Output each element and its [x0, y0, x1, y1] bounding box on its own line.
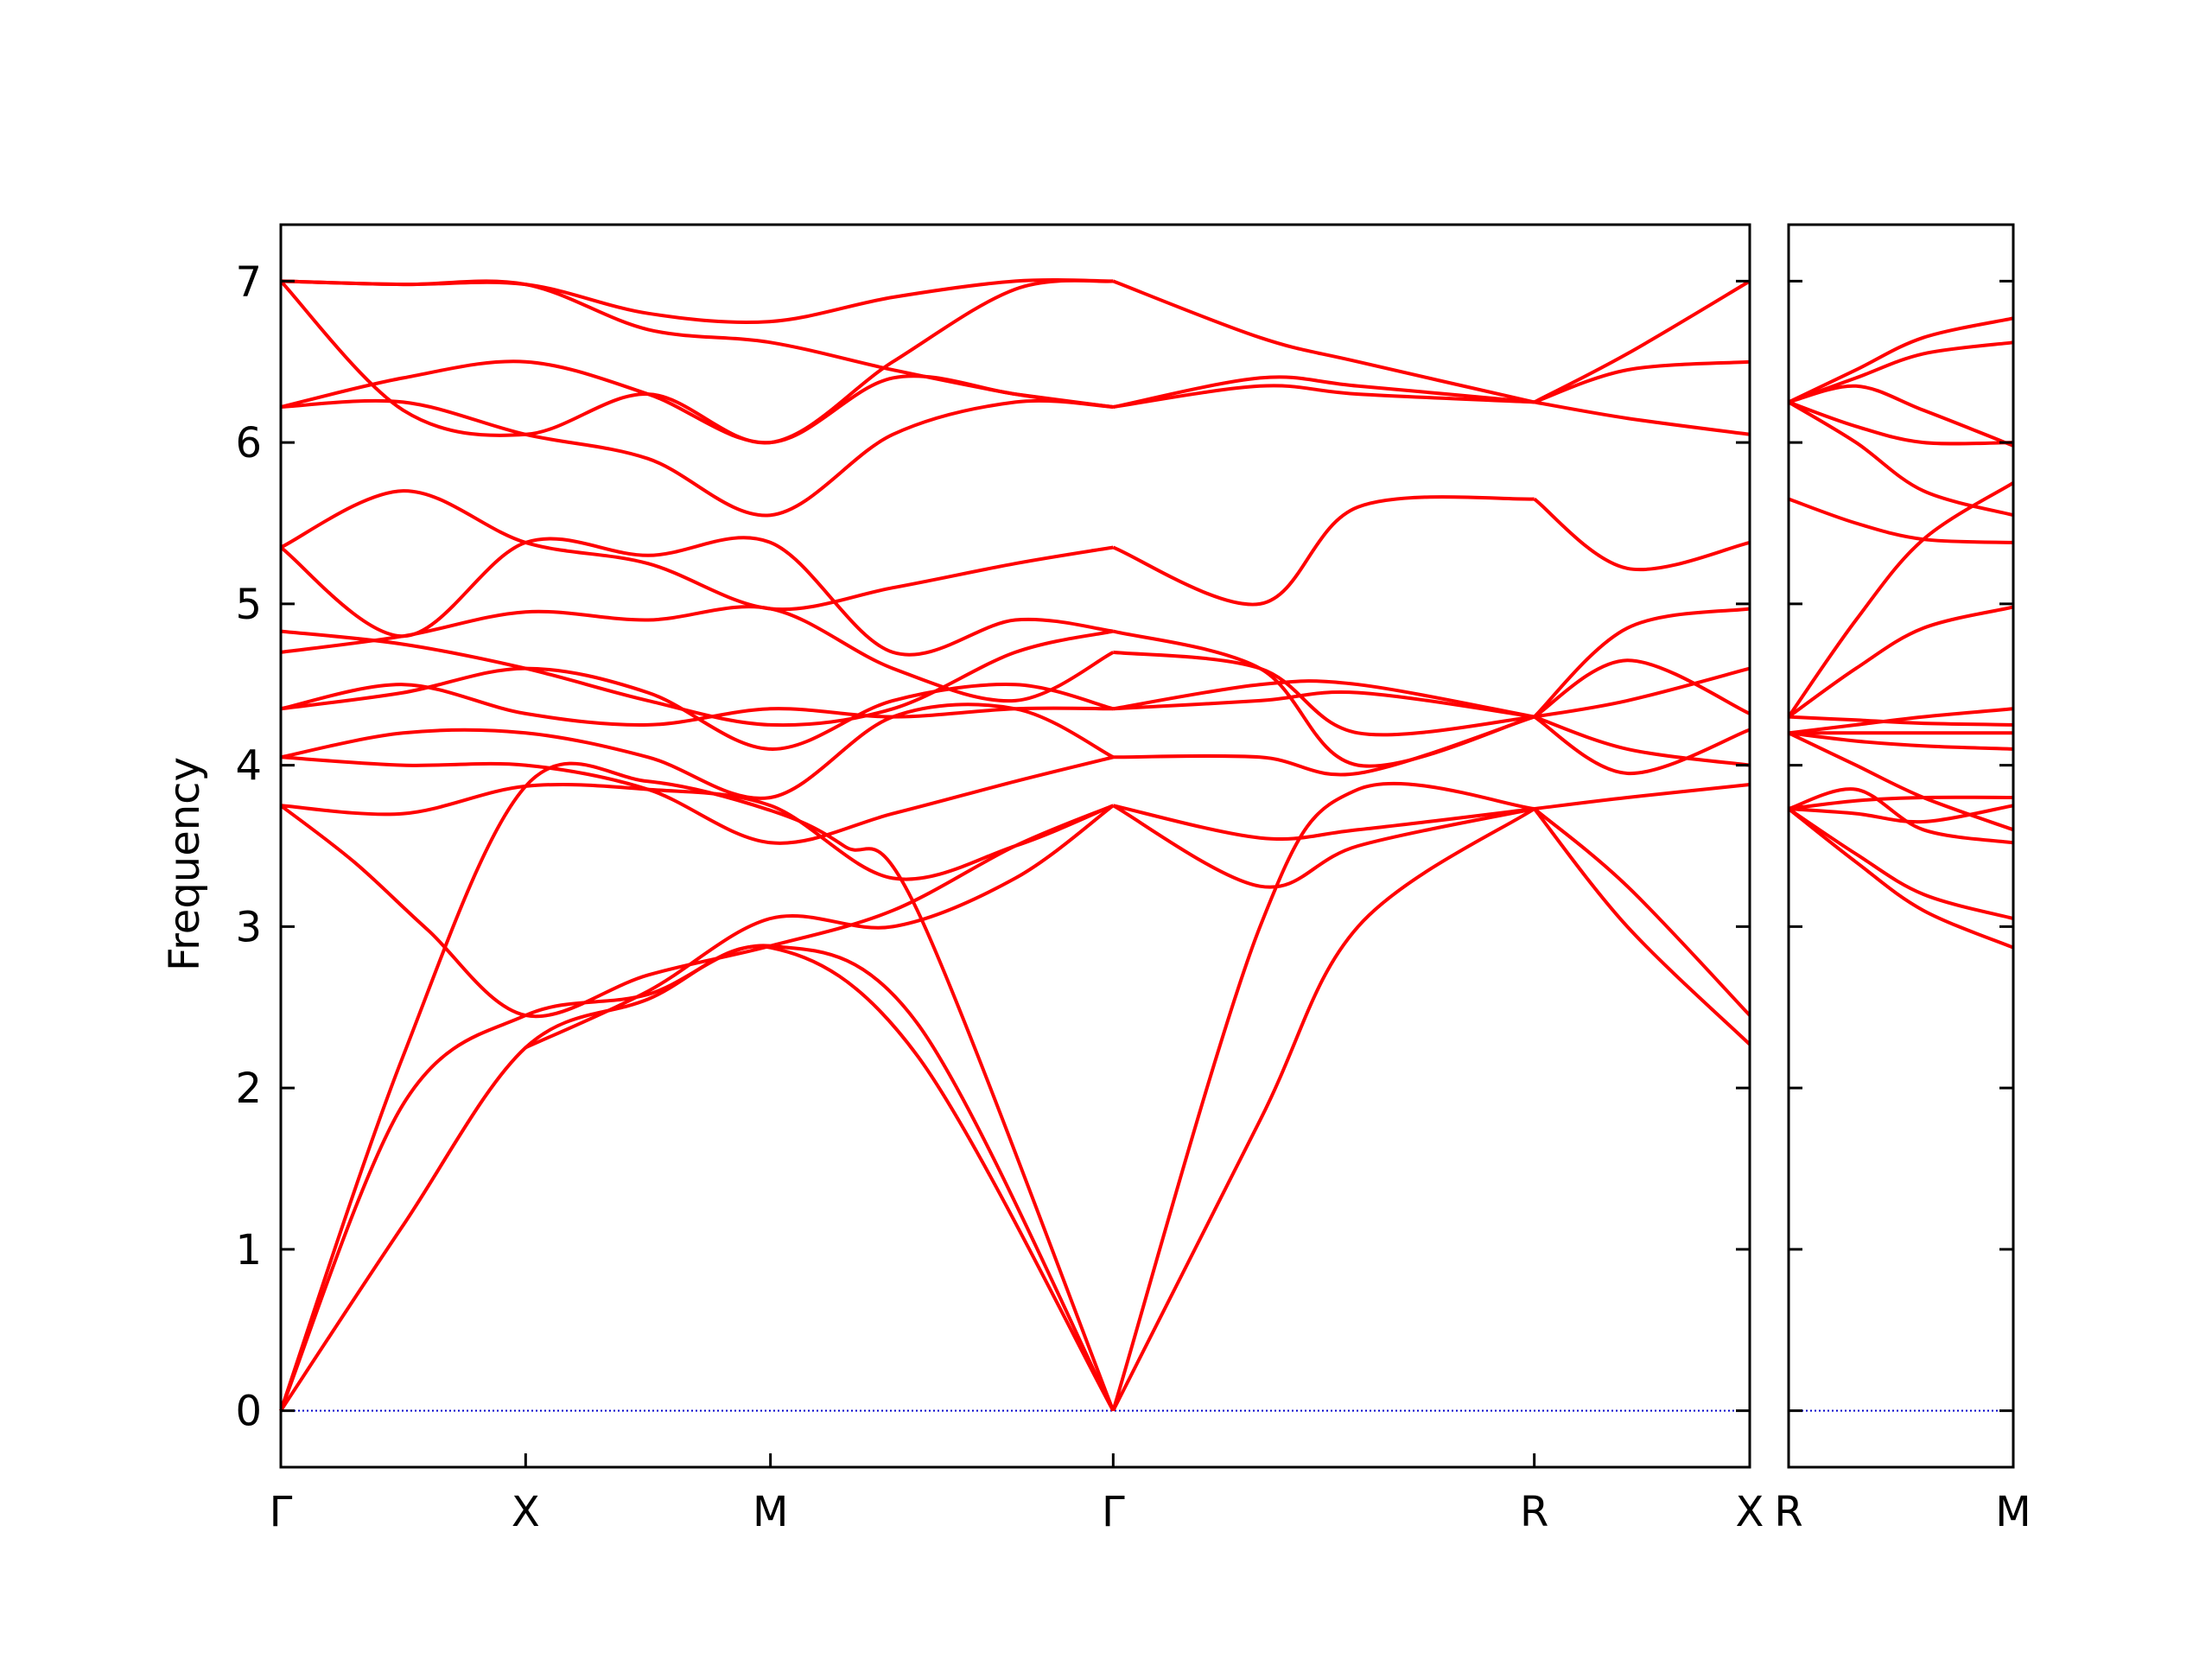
band-line-main-2: [279, 761, 1116, 1412]
band-line-right-16: [1788, 340, 2014, 404]
ytick-label-0: 0: [235, 1388, 262, 1436]
band-line-right-10: [1787, 605, 2014, 719]
band-line-right-11: [1787, 481, 2015, 718]
band-line-main-42: [1534, 359, 1751, 404]
band-line-main-10: [280, 605, 1115, 703]
xtick-label-right-0: R: [1774, 1488, 1802, 1536]
band-line-main-1: [279, 944, 1116, 1412]
xtick-label-right-1: M: [1995, 1488, 2031, 1536]
band-line-main-29: [1112, 375, 1535, 409]
band-line-main-34: [1534, 783, 1751, 810]
band-line-right-12: [1788, 497, 2014, 544]
band-line-main-6: [280, 755, 1114, 845]
band-line-main-39: [1533, 607, 1751, 719]
ytick-label-6: 6: [235, 419, 262, 467]
band-line-right-14: [1788, 400, 2014, 446]
band-line-right-0: [1787, 807, 2014, 950]
band-line-main-7: [280, 702, 1115, 800]
band-line-right-3: [1788, 804, 2014, 824]
band-line-main-31: [1112, 279, 1535, 404]
band-line-right-8: [1788, 715, 2014, 727]
ytick-label-1: 1: [235, 1226, 262, 1274]
band-line-main-19: [1111, 807, 1535, 1412]
band-line-main-9: [280, 666, 1114, 751]
band-line-main-11: [280, 629, 1114, 728]
frame-right: [1787, 223, 2015, 1469]
band-line-right-9: [1788, 707, 2014, 735]
band-line-main-28: [1112, 495, 1535, 607]
band-line-main-43: [1533, 279, 1751, 404]
y-axis-label: Frequency: [161, 757, 209, 971]
band-line-main-20: [1111, 781, 1535, 1412]
frame-main: [279, 223, 1751, 1469]
band-line-right-17: [1788, 316, 2014, 404]
band-line-main-38: [1533, 658, 1751, 719]
band-line-main-0: [279, 944, 1116, 1412]
band-line-right-6: [1788, 731, 2014, 751]
xtick-label-main-3: Γ: [1102, 1488, 1125, 1536]
ytick-label-4: 4: [235, 742, 262, 791]
band-line-main-16: [279, 278, 1114, 445]
band-line-main-22: [1112, 804, 1535, 842]
xtick-label-main-1: X: [512, 1488, 540, 1536]
xtick-label-main-5: X: [1736, 1488, 1764, 1536]
band-line-main-41: [1534, 400, 1751, 436]
band-line-right-4: [1788, 795, 2014, 810]
xtick-label-main-2: M: [753, 1488, 788, 1536]
band-line-main-8: [280, 683, 1114, 728]
band-line-right-5: [1788, 731, 2014, 832]
band-line-main-21: [1112, 804, 1535, 889]
band-line-main-4: [280, 782, 1115, 881]
band-line-main-30: [1113, 384, 1535, 409]
band-line-main-32: [1533, 807, 1751, 1046]
band-line-main-18: [280, 278, 1114, 324]
band-line-main-3: [279, 804, 1115, 1019]
band-line-right-13: [1787, 400, 2014, 518]
band-line-right-2: [1788, 787, 2014, 845]
band-line-main-5: [524, 804, 1115, 1050]
band-line-right-1: [1787, 807, 2014, 920]
xtick-label-main-0: Γ: [270, 1488, 293, 1536]
ytick-label-7: 7: [235, 257, 262, 306]
band-line-main-13: [280, 489, 1114, 612]
band-line-main-25: [1113, 690, 1535, 719]
band-line-main-37: [1534, 666, 1751, 719]
band-line-main-27: [1112, 629, 1535, 768]
band-line-main-26: [1113, 650, 1535, 737]
ytick-label-2: 2: [235, 1065, 262, 1113]
band-line-main-14: [280, 398, 1114, 518]
band-line-main-12: [279, 536, 1114, 657]
band-line-main-33: [1533, 807, 1751, 1017]
xtick-label-main-4: R: [1520, 1488, 1548, 1536]
band-line-main-40: [1533, 497, 1751, 572]
ytick-label-3: 3: [235, 903, 262, 951]
band-line-main-36: [1533, 715, 1751, 776]
panel-main: 0 1 2 3 4 5 6 7 Γ X M Γ R X: [235, 223, 1764, 1536]
band-line-main-24: [1112, 679, 1535, 719]
ytick-label-5: 5: [235, 581, 262, 629]
band-line-main-35: [1534, 715, 1751, 767]
